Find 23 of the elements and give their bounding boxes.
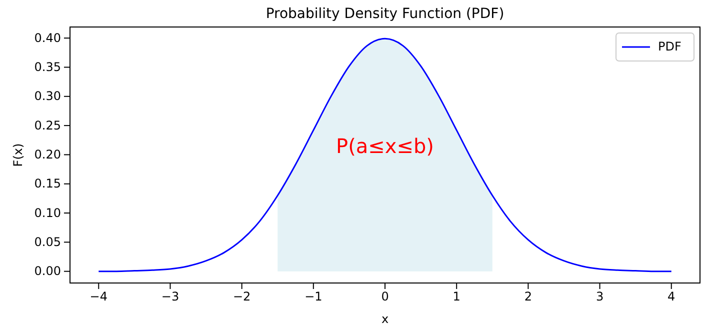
y-tick-label: 0.10 [34,206,61,220]
y-axis-title: F(x) [11,143,25,167]
x-tick-label: 3 [596,290,604,304]
y-tick-label: 0.20 [34,148,61,162]
x-tick-label: 0 [381,290,389,304]
y-tick-label: 0.35 [34,60,61,74]
x-tick-label: 1 [452,290,460,304]
y-tick-label: 0.05 [34,235,61,250]
y-tick-label: 0.15 [34,176,61,191]
x-axis-title: x [381,312,389,326]
x-tick-label: 4 [668,290,676,304]
chart-title: Probability Density Function (PDF) [266,6,504,22]
x-tick-label: −1 [304,290,322,304]
x-tick-label: 2 [524,290,532,304]
y-tick-label: 0.25 [34,118,61,132]
x-tick-label: −4 [90,290,108,304]
legend-label: PDF [658,39,682,54]
y-tick-label: 0.00 [34,264,61,278]
x-tick-label: −2 [232,290,251,304]
annotation: P(a≤x≤b) [336,134,434,158]
y-tick-label: 0.30 [34,89,61,104]
y-tick-label: 0.40 [34,30,61,45]
x-tick-label: −3 [161,290,180,304]
